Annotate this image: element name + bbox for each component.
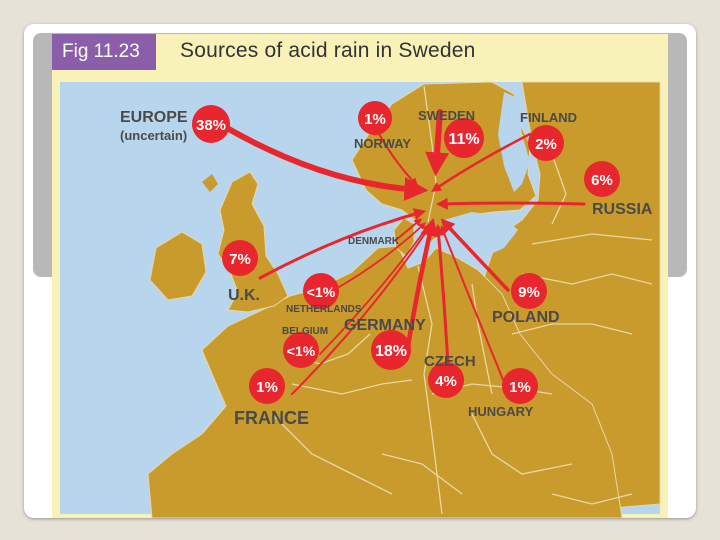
badge-europe: 38% [192,105,230,143]
percent-france: 1% [256,379,278,396]
figure-panel: Fig 11.23 Sources of acid rain in Sweden [52,34,668,518]
percent-finland: 2% [535,136,557,153]
flow-arrows [217,109,586,395]
label-europe-note: (uncertain) [120,128,187,143]
arrow-sweden [425,109,450,177]
badge-hungary: 1% [502,368,538,404]
label-hungary: HUNGARY [468,404,534,419]
acid-rain-map: 38% 1% 11% 2% 6% 7% <1% <1% 18% 9% 1% [60,81,661,518]
arrow-uk [258,208,427,280]
label-netherlands: NETHERLANDS [286,304,362,315]
percent-norway: 1% [364,111,386,128]
percent-russia: 6% [591,172,613,189]
arrow-czech [432,223,450,366]
label-russia: RUSSIA [592,201,653,218]
percent-hungary: 1% [509,379,531,396]
arrow-denmark [395,218,423,241]
figure-label-badge: Fig 11.23 [52,34,156,70]
percent-netherlands: <1% [307,284,336,300]
badge-germany: 18% [371,330,411,370]
percent-czech: 4% [435,373,457,390]
badge-russia: 6% [584,161,620,197]
label-uk: U.K. [228,287,260,304]
arrow-netherlands [333,222,426,291]
land-uk [217,171,289,313]
baltic-sea [444,212,518,258]
arrow-belgium [319,223,430,355]
label-finland: FINLAND [520,110,577,125]
arrow-germany [405,217,439,349]
percent-belgium: <1% [287,343,316,359]
arrow-hungary [440,225,505,383]
figure-label: Fig 11.23 [62,41,140,62]
label-denmark: DENMARK [348,236,400,247]
label-poland: POLAND [492,309,560,326]
label-belgium: BELGIUM [282,326,328,337]
country-labels: EUROPE (uncertain) NORWAY SWEDEN FINLAND… [120,108,653,428]
label-france: FRANCE [234,408,309,428]
land-islet [202,174,218,192]
label-germany: GERMANY [344,317,426,334]
badge-poland: 9% [511,273,547,309]
arrow-france [291,223,432,395]
label-europe: EUROPE [120,109,188,126]
percent-uk: 7% [229,251,251,268]
badge-belgium: <1% [283,332,319,368]
label-norway: NORWAY [354,136,411,151]
percent-germany: 18% [375,343,407,360]
label-sweden: SWEDEN [418,108,475,123]
badge-sweden: 11% [444,118,484,158]
arrow-europe [217,121,429,202]
arrow-norway [377,131,418,186]
arrow-finland [431,132,532,192]
badge-netherlands: <1% [303,273,339,309]
percent-poland: 9% [518,284,540,301]
land-ireland [149,231,207,301]
badge-norway: 1% [358,101,392,135]
arrow-russia [435,197,586,210]
figure-title: Sources of acid rain in Sweden [180,39,476,62]
badge-uk: 7% [222,240,258,276]
badge-finland: 2% [528,125,564,161]
percent-badges: 38% 1% 11% 2% 6% 7% <1% <1% 18% 9% 1% [192,101,620,404]
percent-sweden: 11% [448,131,479,148]
label-czech: CZECH [424,353,476,370]
badge-france: 1% [249,368,285,404]
percent-europe: 38% [196,117,226,134]
arrow-poland [440,218,510,292]
badge-czech: 4% [428,362,464,398]
